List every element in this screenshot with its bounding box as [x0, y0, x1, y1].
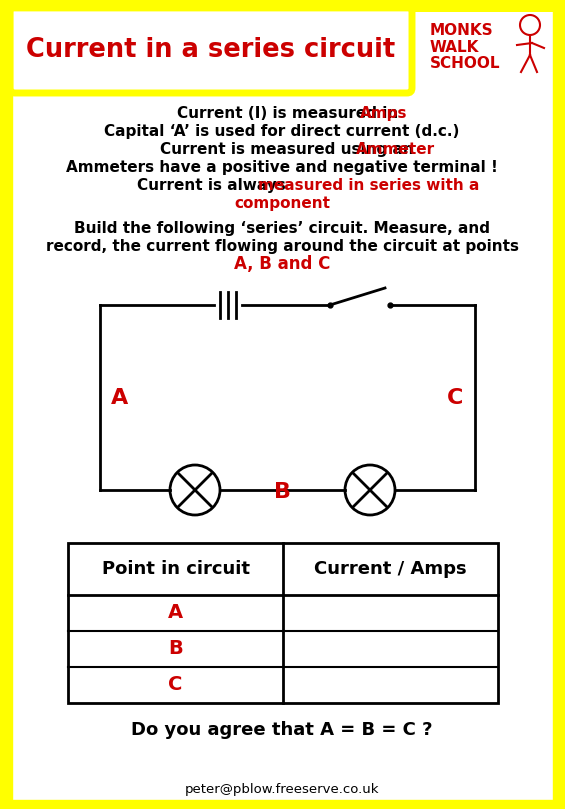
Text: Build the following ‘series’ circuit. Measure, and: Build the following ‘series’ circuit. Me… — [74, 221, 490, 235]
FancyBboxPatch shape — [10, 7, 412, 93]
Text: Current is measured using an: Current is measured using an — [160, 142, 419, 156]
Text: Ammeters have a positive and negative terminal !: Ammeters have a positive and negative te… — [66, 159, 498, 175]
Text: B: B — [275, 482, 292, 502]
Text: Point in circuit: Point in circuit — [102, 560, 250, 578]
Text: peter@pblow.freeserve.co.uk: peter@pblow.freeserve.co.uk — [185, 783, 379, 797]
Text: Current (I) is measured in: Current (I) is measured in — [177, 105, 403, 121]
Text: Current / Amps: Current / Amps — [314, 560, 467, 578]
Text: WALK: WALK — [430, 40, 479, 54]
Text: Capital ‘A’ is used for direct current (d.c.): Capital ‘A’ is used for direct current (… — [105, 124, 460, 138]
Text: A, B and C: A, B and C — [234, 255, 330, 273]
Text: SCHOOL: SCHOOL — [430, 56, 501, 70]
Text: B: B — [168, 639, 183, 659]
Text: A: A — [111, 388, 129, 408]
Text: Current is always: Current is always — [137, 177, 290, 193]
Text: Current in a series circuit: Current in a series circuit — [27, 37, 395, 63]
Text: MONKS: MONKS — [430, 23, 494, 37]
Text: component: component — [234, 196, 330, 210]
Bar — [68, 543, 498, 703]
Text: A: A — [168, 604, 183, 622]
Text: C: C — [447, 388, 463, 408]
Text: Ammeter: Ammeter — [357, 142, 436, 156]
Text: Amps: Amps — [360, 105, 407, 121]
Text: measured in series with a: measured in series with a — [258, 177, 480, 193]
Text: record, the current flowing around the circuit at points: record, the current flowing around the c… — [46, 239, 519, 253]
Text: Do you agree that A = B = C ?: Do you agree that A = B = C ? — [131, 721, 433, 739]
Text: C: C — [168, 676, 182, 694]
